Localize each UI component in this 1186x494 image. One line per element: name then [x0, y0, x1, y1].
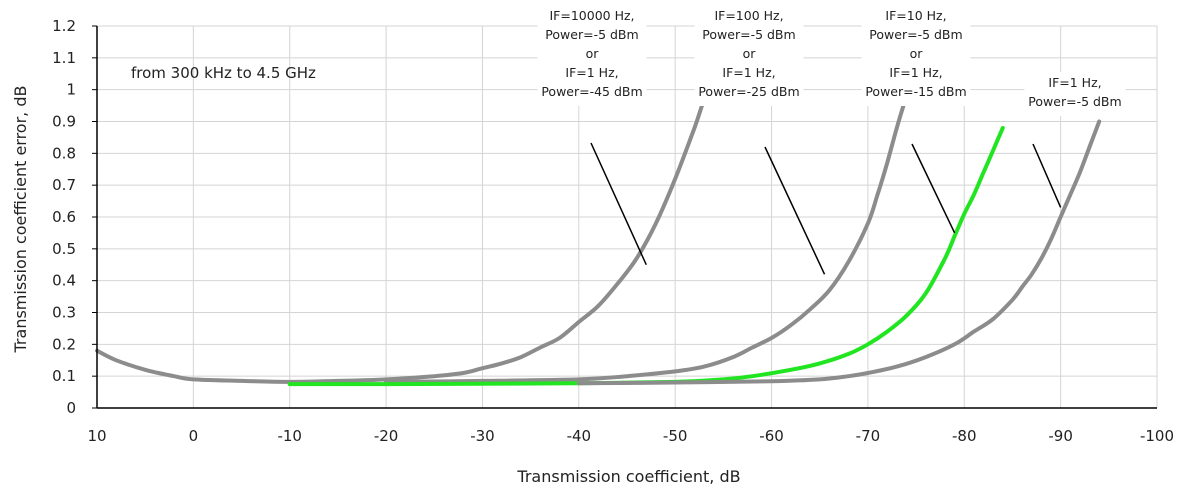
annotation-4: IF=1 Hz, Power=-5 dBm	[1024, 72, 1126, 208]
annotations: IF=10000 Hz, Power=-5 dBm or IF=1 Hz, Power=…	[537, 5, 1126, 275]
x-tick-label: 0	[189, 427, 199, 445]
y-axis-title: Transmission coefficient error, dB	[11, 86, 30, 354]
x-tick-label: -80	[952, 427, 977, 445]
annotation-text: IF=1 Hz,	[889, 65, 942, 80]
annotation-text: or	[743, 46, 757, 61]
y-tick-label: 0.5	[52, 240, 76, 258]
annotation-text: IF=100 Hz,	[714, 8, 783, 23]
annotation-text: IF=1 Hz,	[722, 65, 775, 80]
y-tick-label: 1.2	[52, 17, 76, 35]
annotation-text: Power=-15 dBm	[865, 84, 966, 99]
y-tick-label: 0.1	[52, 367, 76, 385]
y-tick-label: 0.9	[52, 113, 76, 131]
annotation-text: IF=10 Hz,	[885, 8, 946, 23]
y-tick-label: 0.6	[52, 208, 76, 226]
annotation-text: or	[586, 46, 600, 61]
x-tick-label: -50	[663, 427, 688, 445]
annotation-background	[1024, 72, 1126, 116]
y-tick-label: 0.7	[52, 176, 76, 194]
annotation-text: Power=-25 dBm	[698, 84, 799, 99]
annotation-text: IF=10000 Hz,	[549, 8, 634, 23]
annotation-text: Power=-45 dBm	[541, 84, 642, 99]
x-axis-title: Transmission coefficient, dB	[516, 467, 740, 486]
y-tick-label: 0.2	[52, 335, 76, 353]
series-line-4	[576, 119, 1102, 386]
x-tick-label: -60	[759, 427, 784, 445]
annotation-text: Power=-5 dBm	[702, 27, 795, 42]
annotation-background	[861, 5, 971, 106]
annotation-leader-line	[911, 143, 956, 234]
annotation-text: Power=-5 dBm	[545, 27, 638, 42]
annotation-leader-line	[1032, 143, 1062, 208]
annotation-background	[537, 5, 647, 106]
x-tick-label: -100	[1140, 427, 1174, 445]
x-tick-label: -10	[277, 427, 302, 445]
y-tick-label: 0	[66, 399, 76, 417]
annotation-text: IF=1 Hz,	[565, 65, 618, 80]
y-tick-label: 0.4	[52, 272, 76, 290]
x-tick-label: -30	[470, 427, 495, 445]
y-tick-label: 1	[66, 81, 76, 99]
y-tick-label: 0.8	[52, 144, 76, 162]
series-line-3	[287, 125, 1005, 387]
axes: 10 0 -10 -20 -30 -40 -50 -60 -70 -80 -90 -100 0 0.1 0.…	[52, 17, 1174, 445]
series-line-2	[384, 94, 909, 384]
annotation-text: Power=-5 dBm	[1028, 94, 1121, 109]
chart-note: from 300 kHz to 4.5 GHz	[131, 64, 316, 82]
annotation-1: IF=10000 Hz, Power=-5 dBm or IF=1 Hz, Power=…	[537, 5, 647, 266]
series-group	[95, 71, 1102, 387]
y-tick-label: 1.1	[52, 49, 76, 67]
y-tick-label: 0.3	[52, 304, 76, 322]
annotation-text: or	[910, 46, 924, 61]
annotation-background	[694, 5, 804, 106]
series-line-1	[95, 71, 716, 384]
annotation-leader-line	[764, 146, 826, 275]
x-tick-label: -70	[856, 427, 881, 445]
x-tick-label: -90	[1048, 427, 1073, 445]
annotation-leader-line	[590, 142, 647, 266]
annotation-2: IF=100 Hz, Power=-5 dBm or IF=1 Hz, Power=-2…	[694, 5, 826, 275]
x-tick-label: -20	[374, 427, 399, 445]
annotation-text: Power=-5 dBm	[869, 27, 962, 42]
x-tick-label: 10	[87, 427, 106, 445]
annotation-3: IF=10 Hz, Power=-5 dBm or IF=1 Hz, Power=-15…	[861, 5, 971, 234]
x-tick-label: -40	[567, 427, 592, 445]
annotation-text: IF=1 Hz,	[1048, 75, 1101, 90]
